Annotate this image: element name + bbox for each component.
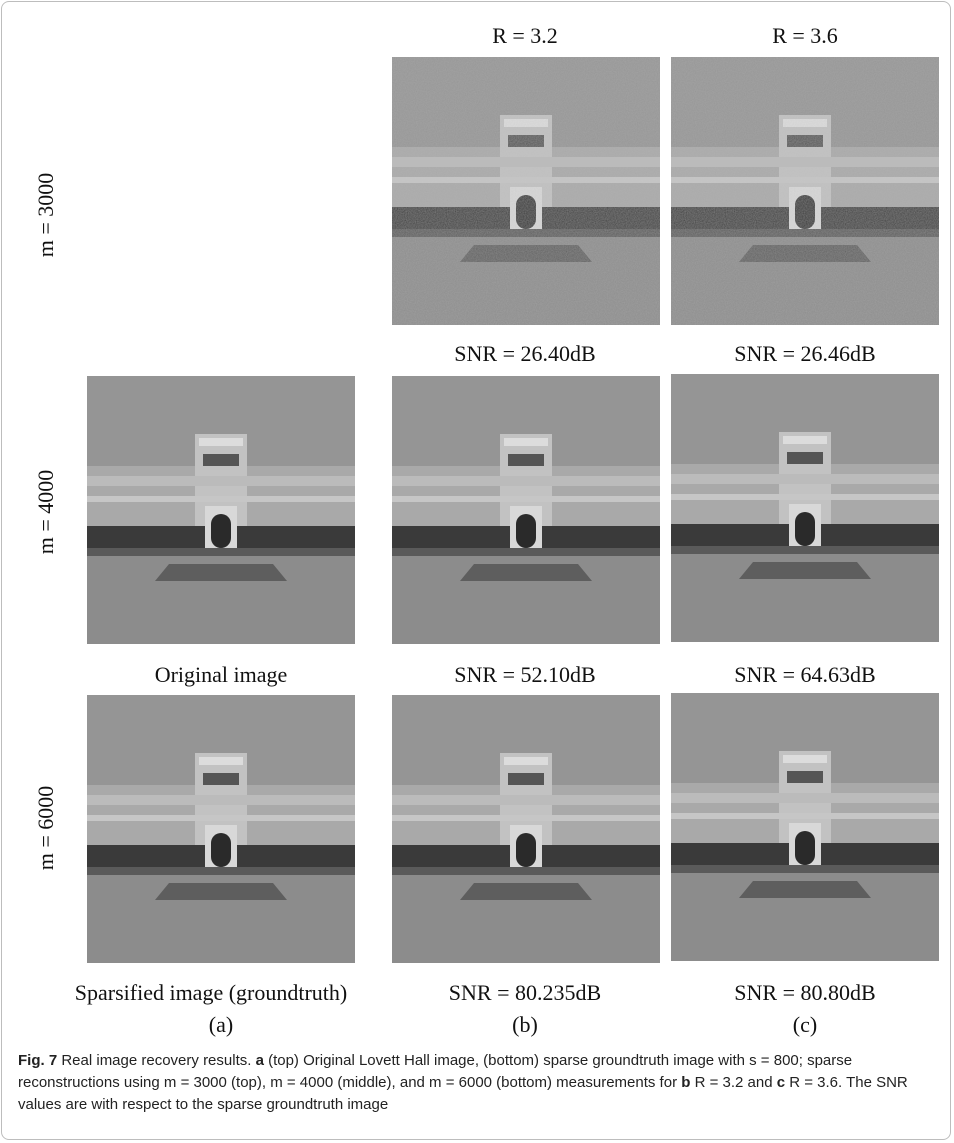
snr-label: SNR = 26.46dB: [734, 341, 875, 366]
caption-text: R = 3.2 and: [690, 1074, 776, 1091]
groundtruth-image: [87, 695, 355, 963]
caption-bold: Fig. 7: [18, 1052, 57, 1069]
snr-label: SNR = 26.40dB: [454, 341, 595, 366]
reconstruction-image: [392, 376, 660, 644]
column-headers: R = 3.2 R = 3.6: [492, 23, 838, 48]
reconstruction-image: [392, 695, 660, 963]
reconstruction-image: [671, 693, 939, 961]
snr-label: SNR = 52.10dB: [454, 662, 595, 687]
snr-label: SNR = 80.235dB: [449, 980, 601, 1005]
column-letter: (b): [512, 1012, 538, 1037]
column-letter: (c): [793, 1012, 817, 1037]
row-label: m = 6000: [33, 786, 58, 871]
image-grid: [87, 57, 939, 963]
caption-text: Real image recovery results.: [57, 1052, 255, 1069]
caption-bold: c: [777, 1074, 785, 1091]
snr-label: SNR = 64.63dB: [734, 662, 875, 687]
row-label: m = 4000: [33, 470, 58, 555]
reconstruction-image: [392, 57, 660, 325]
row-label: m = 3000: [33, 173, 58, 258]
figure-caption: Fig. 7 Real image recovery results. a (t…: [18, 1050, 938, 1116]
column-header: R = 3.6: [772, 23, 838, 48]
caption-bold: a: [256, 1052, 264, 1069]
figure: R = 3.2 R = 3.6 m = 3000 m = 4000 m = 60…: [0, 0, 954, 1045]
snr-label: SNR = 80.80dB: [734, 980, 875, 1005]
image-label: Original image: [155, 662, 288, 687]
column-header: R = 3.2: [492, 23, 558, 48]
page: R = 3.2 R = 3.6 m = 3000 m = 4000 m = 60…: [0, 0, 954, 1143]
reconstruction-image: [671, 57, 939, 325]
column-letter: (a): [209, 1012, 233, 1037]
row-labels: m = 3000 m = 4000 m = 6000: [33, 173, 58, 871]
original-image: [87, 376, 355, 644]
image-label: Sparsified image (groundtruth): [75, 980, 348, 1005]
reconstruction-image: [671, 374, 939, 642]
